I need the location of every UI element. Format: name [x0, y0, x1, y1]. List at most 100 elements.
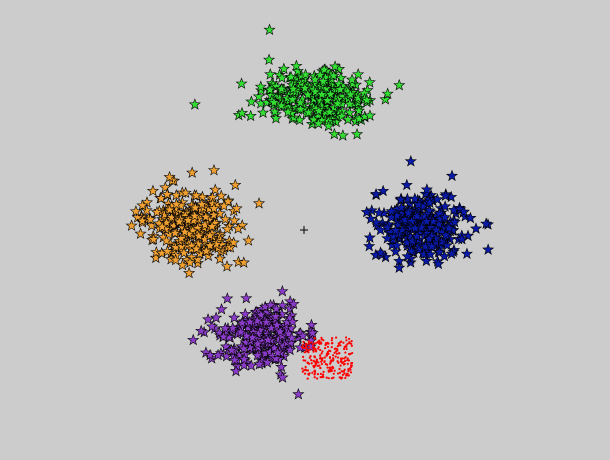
data-point	[340, 341, 342, 343]
data-point	[331, 337, 333, 339]
data-point	[351, 352, 353, 354]
data-point	[348, 341, 350, 343]
data-point	[312, 346, 314, 348]
data-point	[313, 373, 315, 375]
data-point	[338, 368, 340, 370]
data-point	[347, 343, 349, 345]
data-point	[347, 368, 349, 370]
data-point	[346, 348, 348, 350]
data-point	[321, 363, 323, 365]
data-point	[315, 342, 317, 344]
data-point	[317, 340, 319, 342]
data-point	[345, 339, 347, 341]
data-point	[331, 366, 333, 368]
data-point	[331, 346, 333, 348]
data-point	[315, 361, 317, 363]
data-point	[342, 342, 344, 344]
data-point	[319, 354, 321, 356]
data-point	[317, 365, 319, 367]
data-point	[320, 337, 322, 339]
data-point	[337, 356, 339, 358]
data-point	[304, 351, 306, 353]
data-point	[308, 342, 310, 344]
data-point	[320, 361, 322, 363]
data-point	[336, 353, 338, 355]
data-point	[321, 352, 323, 354]
data-point	[317, 373, 319, 375]
data-point	[341, 370, 343, 372]
data-point	[319, 349, 321, 351]
data-point	[349, 369, 351, 371]
data-point	[344, 369, 346, 371]
data-point	[350, 362, 352, 364]
data-point	[329, 357, 331, 359]
data-point	[347, 357, 349, 359]
data-point	[337, 345, 339, 347]
data-point	[336, 349, 338, 351]
data-point	[322, 339, 324, 341]
data-point	[343, 363, 345, 365]
data-point	[326, 353, 328, 355]
data-point	[332, 354, 334, 356]
data-point	[334, 370, 336, 372]
data-point	[338, 352, 340, 354]
data-point	[331, 342, 333, 344]
data-point	[345, 356, 347, 358]
data-point	[344, 346, 346, 348]
data-point	[315, 350, 317, 352]
data-point	[350, 371, 352, 373]
data-point	[335, 337, 337, 339]
data-point	[317, 361, 319, 363]
data-point	[302, 356, 304, 358]
data-point	[340, 359, 342, 361]
data-point	[320, 373, 322, 375]
data-point	[304, 373, 306, 375]
data-point	[314, 371, 316, 373]
data-point	[309, 357, 311, 359]
data-point	[332, 377, 334, 379]
data-point	[307, 378, 309, 380]
data-point	[348, 353, 350, 355]
data-point	[326, 367, 328, 369]
data-point	[321, 358, 323, 360]
data-point	[337, 372, 339, 374]
data-point	[326, 377, 328, 379]
data-point	[342, 374, 344, 376]
data-point	[304, 360, 306, 362]
data-point	[313, 365, 315, 367]
data-point	[331, 368, 333, 370]
data-point	[316, 377, 318, 379]
data-point	[325, 354, 327, 356]
data-point	[332, 360, 334, 362]
data-point	[310, 359, 312, 361]
data-point	[310, 341, 312, 343]
data-point	[340, 377, 342, 379]
data-point	[311, 362, 313, 364]
data-point	[330, 361, 332, 363]
data-point	[329, 363, 331, 365]
data-point	[314, 348, 316, 350]
data-point	[348, 338, 350, 340]
data-point	[306, 349, 308, 351]
data-point	[327, 343, 329, 345]
data-point	[302, 341, 304, 343]
data-point	[319, 367, 321, 369]
data-point	[335, 356, 337, 358]
data-point	[306, 362, 308, 364]
data-point	[308, 346, 310, 348]
data-point	[326, 364, 328, 366]
data-point	[301, 367, 303, 369]
data-point	[305, 344, 307, 346]
data-point	[351, 340, 353, 342]
data-point	[351, 364, 353, 366]
data-point	[322, 375, 324, 377]
data-point	[312, 351, 314, 353]
data-point	[345, 336, 347, 338]
data-point	[308, 374, 310, 376]
data-point	[331, 339, 333, 341]
data-point	[311, 372, 313, 374]
data-point	[333, 373, 335, 375]
data-point	[344, 377, 346, 379]
data-point	[309, 349, 311, 351]
